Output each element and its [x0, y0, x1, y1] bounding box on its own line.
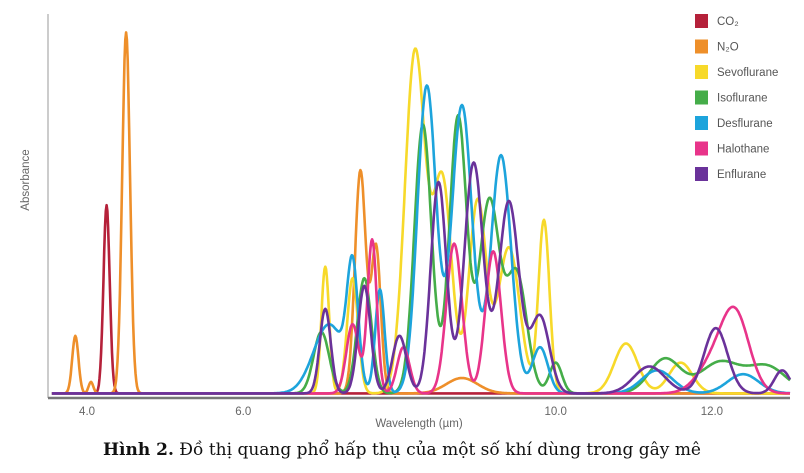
legend-label-isoflurane: Isoflurane	[717, 93, 768, 105]
legend-label-halothane: Halothane	[717, 144, 769, 156]
legend-label-sevoflurane: Sevoflurane	[717, 67, 778, 79]
series-curves	[51, 31, 792, 395]
legend-label-enflurane: Enflurane	[717, 169, 766, 181]
x-axis-label: Wavelength (µm)	[375, 418, 463, 430]
legend-swatch-enflurane	[695, 167, 708, 181]
x-tick-labels: 4.0 6.0 10.0 12.0	[79, 406, 723, 418]
legend-swatch-desflurane	[695, 116, 708, 130]
legend-label-n-o: N₂O	[717, 42, 739, 54]
x-tick-label: 10.0	[544, 406, 566, 418]
x-tick-label: 12.0	[701, 406, 723, 418]
series-line-desflurane	[51, 84, 791, 395]
series-line-enflurane	[51, 161, 792, 395]
legend-label-co: CO₂	[717, 16, 739, 28]
series-line-co	[51, 203, 791, 395]
series-line-sevoflurane	[51, 47, 791, 395]
legend-swatch-n-o	[695, 39, 708, 54]
legend-swatch-halothane	[695, 141, 708, 156]
absorbance-spectrum-chart: 4.0 6.0 10.0 12.0 Wavelength (µm) Absorbanc…	[20, 14, 792, 430]
legend-swatch-co	[695, 14, 708, 28]
legend-swatch-isoflurane	[695, 90, 708, 105]
caption-label: Hình 2.	[103, 440, 174, 460]
legend-label-desflurane: Desflurane	[717, 118, 773, 130]
legend: CO₂ N₂O Sevoflurane Isoflurane Desflurane Hal…	[695, 14, 778, 181]
caption-text: Đồ thị quang phổ hấp thụ của một số khí …	[173, 440, 701, 460]
y-axis-label: Absorbance	[20, 149, 32, 210]
legend-swatch-sevoflurane	[695, 65, 708, 79]
figure-caption: Hình 2. Đồ thị quang phổ hấp thụ của một…	[0, 440, 804, 460]
x-tick-label: 6.0	[235, 406, 251, 418]
x-tick-label: 4.0	[79, 406, 95, 418]
